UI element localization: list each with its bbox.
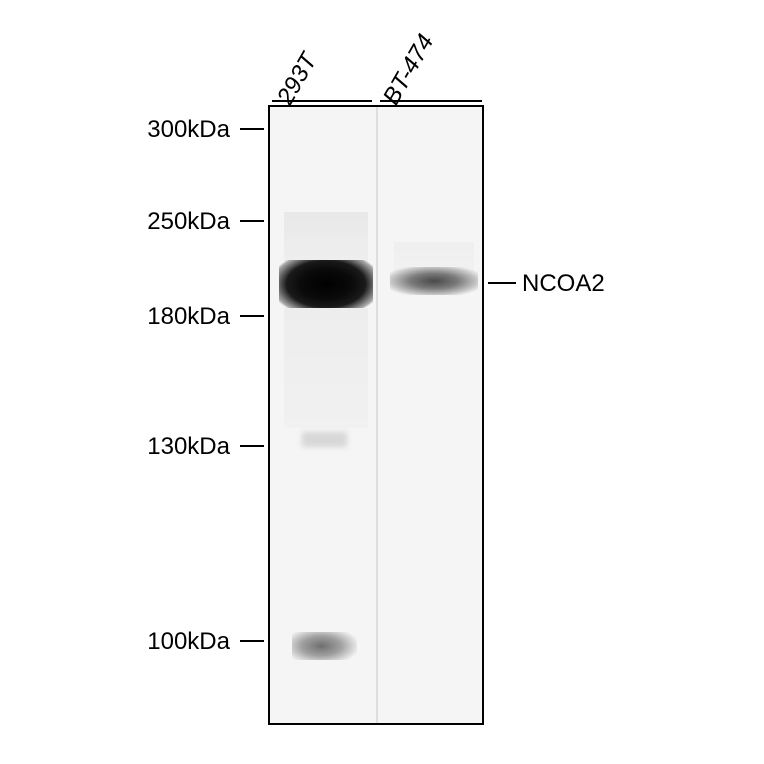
mw-label-100: 100kDa xyxy=(110,628,230,656)
mw-label-300: 300kDa xyxy=(110,116,230,144)
protein-tick-ncoa2 xyxy=(488,282,516,284)
lane1-smear-lower xyxy=(284,308,368,428)
lane1-band-100kda xyxy=(292,632,357,660)
lane1-main-band xyxy=(279,260,373,308)
mw-tick-300 xyxy=(240,128,264,130)
lane2-main-band xyxy=(390,267,478,295)
mw-label-130: 130kDa xyxy=(110,433,230,461)
mw-label-180: 180kDa xyxy=(110,303,230,331)
lane1-smear-upper xyxy=(284,212,368,262)
lane-label-bt474: BT-474 xyxy=(378,30,440,110)
lane-underline-bt474 xyxy=(380,100,482,102)
western-blot-figure: 300kDa 250kDa 180kDa 130kDa 100kDa 293T … xyxy=(0,0,764,764)
protein-label-ncoa2: NCOA2 xyxy=(522,270,605,298)
mw-tick-130 xyxy=(240,445,264,447)
mw-tick-250 xyxy=(240,220,264,222)
mw-label-250: 250kDa xyxy=(110,208,230,236)
lane-underline-293t xyxy=(272,100,372,102)
lane1-faint-mid xyxy=(302,432,347,447)
mw-tick-100 xyxy=(240,640,264,642)
mw-tick-180 xyxy=(240,315,264,317)
lane-divider xyxy=(376,107,378,723)
